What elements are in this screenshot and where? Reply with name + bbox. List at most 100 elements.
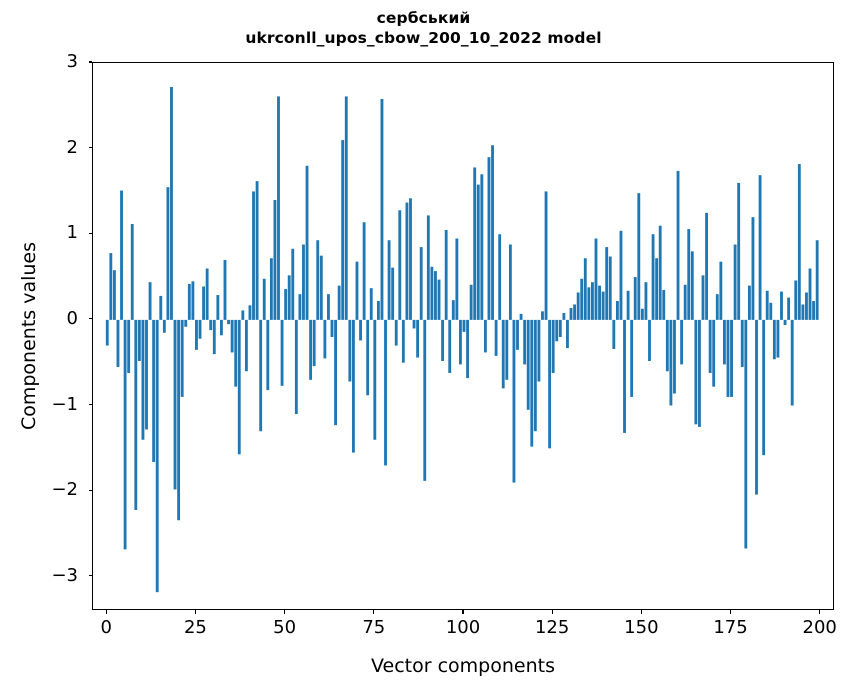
bar (159, 295, 163, 320)
bar (769, 302, 773, 320)
bar (526, 319, 530, 410)
bar (155, 319, 159, 593)
y-tick-label: −2 (51, 479, 78, 501)
y-tick-label: −1 (51, 393, 78, 415)
bar (241, 310, 245, 320)
bar (505, 319, 509, 380)
bar (323, 319, 327, 359)
bar (344, 96, 348, 320)
y-tick-mark (88, 318, 92, 320)
bar (423, 319, 427, 481)
bar (690, 251, 694, 320)
bar (162, 319, 166, 333)
bar (790, 319, 794, 406)
bar (312, 319, 316, 367)
bar (405, 202, 409, 320)
bar (776, 319, 780, 358)
bar (687, 229, 691, 320)
bar (815, 240, 819, 320)
bar (227, 319, 230, 325)
bar (473, 167, 477, 320)
bar (523, 319, 527, 365)
x-tick-label: 50 (273, 617, 297, 638)
bar (797, 164, 801, 320)
bar (273, 200, 277, 320)
bar (259, 319, 263, 432)
bar (291, 248, 295, 320)
bar (715, 294, 719, 320)
bar (512, 319, 516, 483)
bar (316, 240, 320, 320)
bar (309, 319, 313, 380)
bar (541, 311, 544, 320)
bar (145, 319, 148, 430)
bar (359, 319, 362, 341)
bar (437, 279, 441, 320)
bar (462, 319, 466, 332)
bar (391, 267, 395, 320)
bar (380, 98, 384, 320)
x-tick-mark (729, 610, 732, 614)
bar (680, 319, 684, 365)
bar (387, 240, 391, 320)
x-tick-label: 100 (445, 617, 481, 638)
bar (712, 319, 716, 387)
bar (177, 319, 181, 521)
bar (801, 304, 805, 320)
bar (141, 319, 145, 440)
bar (187, 283, 191, 320)
bar (673, 319, 676, 394)
bar (576, 292, 580, 320)
bar (409, 198, 412, 320)
bar (676, 170, 680, 320)
bar (412, 319, 416, 329)
bar (266, 319, 270, 391)
bar (244, 319, 248, 372)
bar (591, 282, 594, 320)
bar (120, 190, 123, 320)
bar (255, 181, 259, 320)
x-tick-mark (284, 610, 286, 614)
bar (220, 319, 223, 336)
y-tick-label: 3 (66, 51, 78, 72)
x-tick-label: 175 (713, 617, 748, 638)
bar (130, 223, 134, 320)
bar (755, 319, 758, 495)
bar (662, 289, 666, 320)
bar (726, 319, 730, 397)
plot-area (93, 63, 833, 609)
bar (252, 191, 255, 320)
x-tick-label: 200 (802, 617, 837, 638)
bar (105, 319, 109, 346)
y-tick-mark (88, 575, 92, 577)
bar (341, 140, 345, 320)
bar (180, 319, 184, 397)
bar (327, 294, 330, 320)
bar (298, 294, 302, 320)
bar (683, 284, 687, 320)
bar-series (105, 86, 819, 593)
bar (287, 275, 291, 320)
y-tick-label: −3 (51, 564, 78, 586)
chart-title-line-2: ukrconll_upos_cbow_200_10_2022 model (245, 29, 602, 47)
bar (198, 319, 202, 339)
bar (519, 313, 523, 320)
bar (719, 261, 723, 320)
bar (302, 244, 305, 320)
bar (612, 319, 616, 349)
bar (562, 313, 566, 320)
y-tick-label: 2 (66, 136, 78, 158)
bar (805, 292, 808, 320)
y-tick-mark (88, 489, 92, 491)
bar (469, 284, 473, 320)
x-tick-label: 25 (183, 617, 207, 638)
bar (569, 307, 573, 320)
bar (701, 275, 705, 320)
bar (601, 291, 605, 320)
bar (216, 295, 220, 320)
bar (615, 301, 619, 320)
bar (137, 319, 141, 361)
bar (112, 270, 116, 320)
bar (277, 96, 280, 320)
y-tick-mark (88, 61, 92, 63)
